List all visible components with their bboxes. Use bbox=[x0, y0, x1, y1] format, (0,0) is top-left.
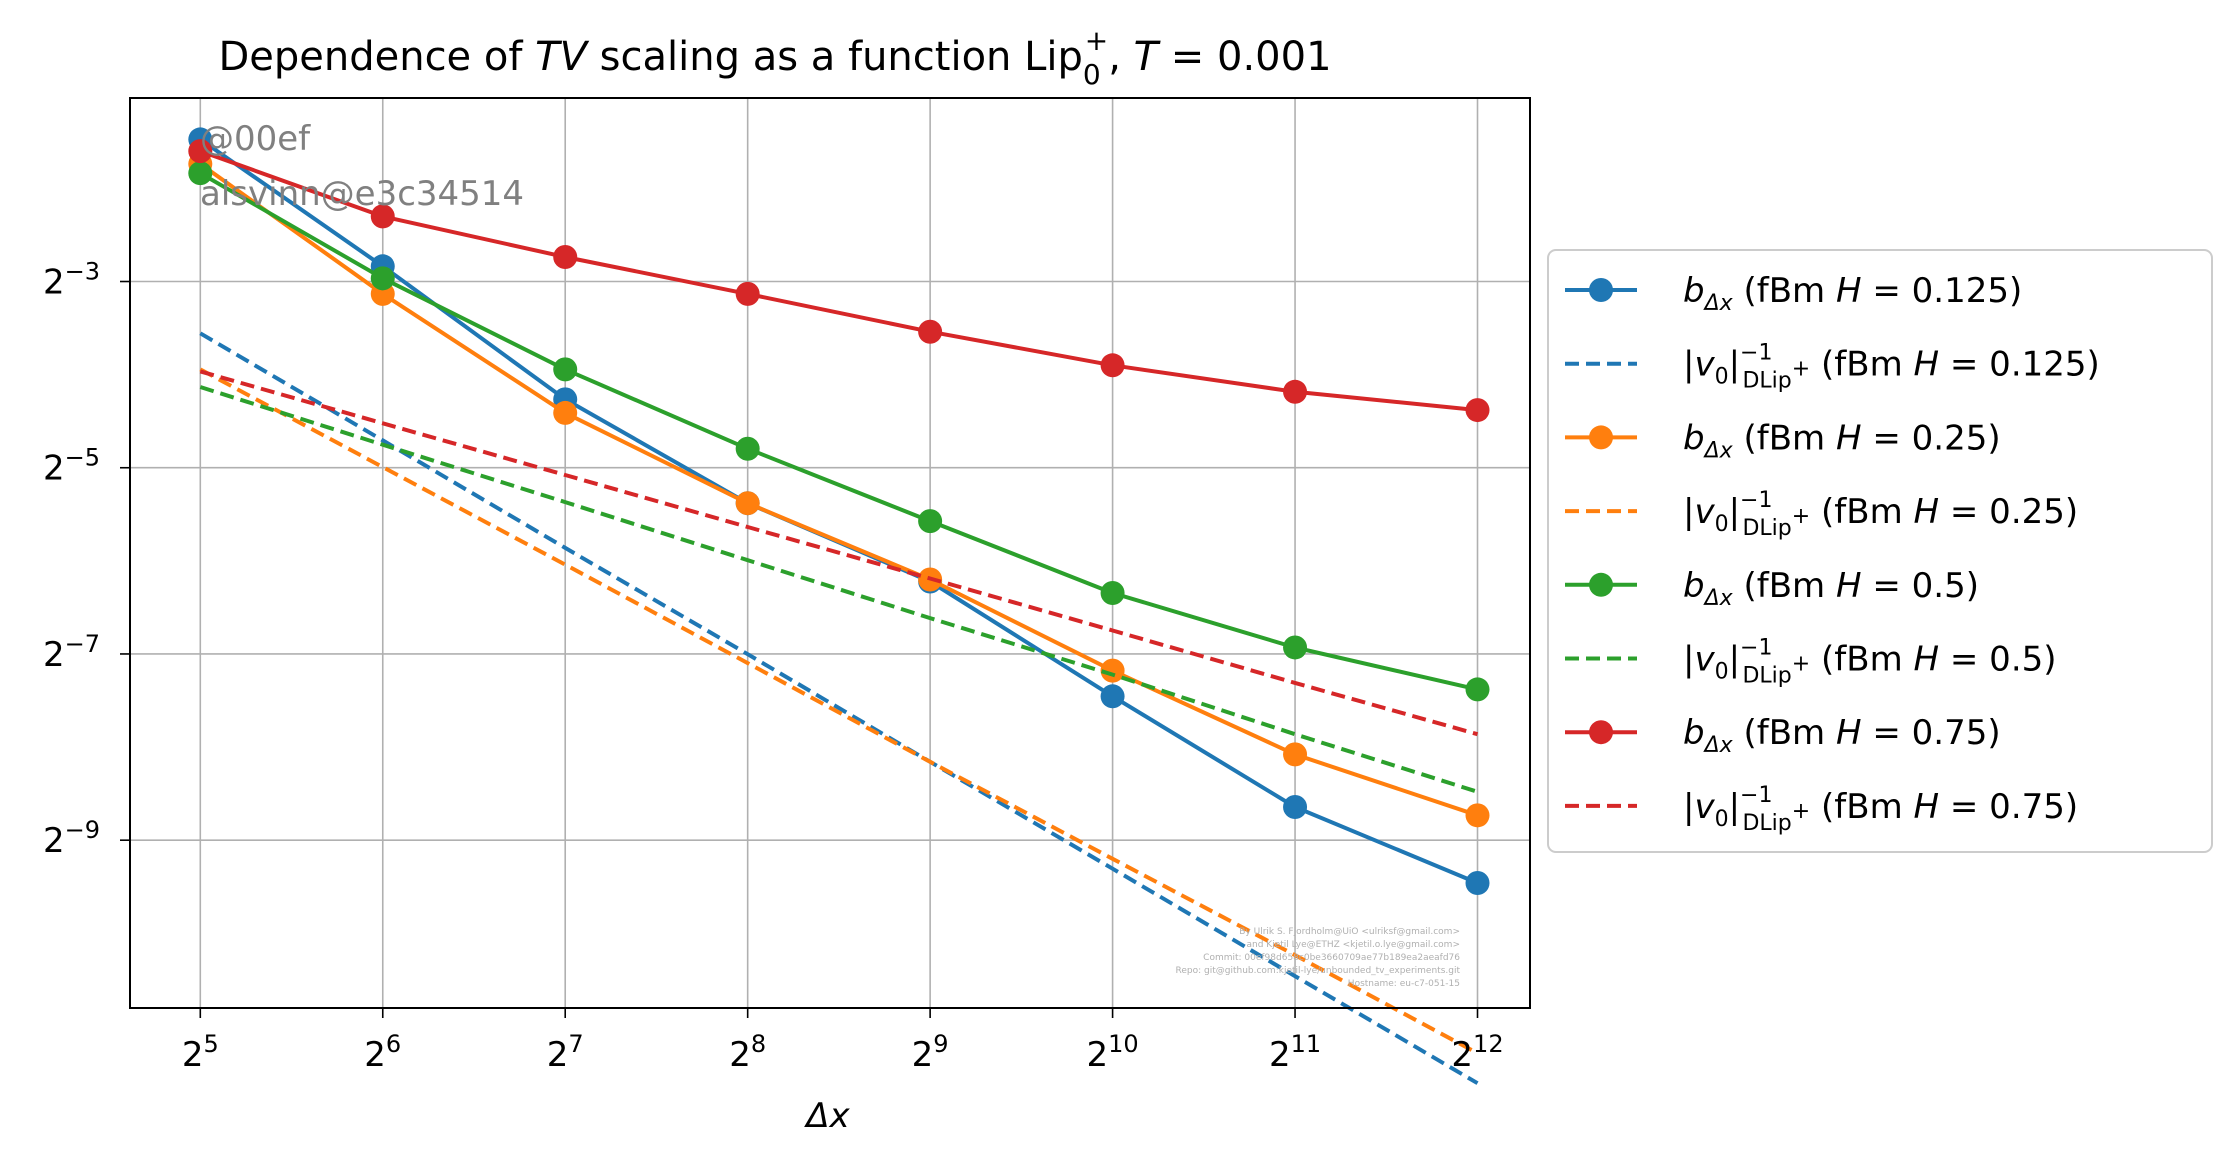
data-point bbox=[553, 357, 578, 382]
x-tick-label: 26 bbox=[364, 1030, 401, 1075]
legend: bΔx (fBm H = 0.125) |v0|−1 DLip+ (fBm H = … bbox=[1547, 249, 2213, 853]
x-tick-label: 29 bbox=[912, 1030, 949, 1075]
x-tick-label: 212 bbox=[1451, 1030, 1503, 1075]
data-point bbox=[735, 491, 760, 516]
watermark-alsvinn: alsvinn@e3c34514 bbox=[200, 174, 524, 214]
data-point bbox=[1283, 379, 1308, 404]
data-point bbox=[188, 161, 213, 186]
data-point bbox=[1465, 871, 1490, 896]
legend-marker bbox=[1589, 572, 1613, 597]
data-point bbox=[553, 245, 578, 270]
data-point bbox=[918, 509, 943, 534]
series-line bbox=[199, 367, 1479, 1055]
data-point bbox=[1465, 398, 1490, 423]
x-tick-label: 210 bbox=[1086, 1030, 1138, 1075]
axes: 25 26 27 28 29 210 211 212 2−3 2−5 2−7 2−9 bbox=[43, 258, 1504, 1075]
legend-label: |v0|−1 DLip+ (fBm H = 0.25) bbox=[1683, 488, 2078, 541]
series-line bbox=[199, 162, 1479, 818]
legend-label: bΔx (fBm H = 0.125) bbox=[1683, 271, 2022, 316]
series-line bbox=[199, 137, 1479, 885]
y-tick-label: 2−3 bbox=[43, 258, 100, 303]
data-point bbox=[553, 400, 578, 425]
x-tick-label: 28 bbox=[729, 1030, 766, 1075]
legend-label: bΔx (fBm H = 0.75) bbox=[1683, 713, 2001, 758]
data-point bbox=[1465, 803, 1490, 828]
legend-label: |v0|−1 DLip+ (fBm H = 0.5) bbox=[1683, 636, 2057, 689]
data-point bbox=[1100, 658, 1125, 683]
series-line bbox=[199, 385, 1479, 794]
data-point bbox=[735, 281, 760, 306]
plot-frame bbox=[129, 97, 1531, 1009]
credit-line: and Kjetil Lye@ETHZ <kjetil.o.lye@gmail.… bbox=[1246, 940, 1460, 950]
legend-label: bΔx (fBm H = 0.5) bbox=[1683, 566, 1979, 611]
data-point bbox=[1100, 353, 1125, 378]
data-point bbox=[918, 319, 943, 344]
credit-line: Commit: 00ef98d658c0be3660709ae77b189ea2… bbox=[1203, 953, 1460, 963]
y-tick-label: 2−9 bbox=[43, 816, 100, 861]
data-point bbox=[370, 204, 395, 229]
legend-frame bbox=[1547, 249, 2213, 853]
legend-label: bΔx (fBm H = 0.25) bbox=[1683, 418, 2001, 463]
legend-label: |v0|−1 DLip+ (fBm H = 0.75) bbox=[1683, 783, 2078, 836]
series-line bbox=[199, 149, 1478, 413]
data-point bbox=[1100, 684, 1125, 709]
data-point bbox=[735, 436, 760, 461]
data-point bbox=[1283, 795, 1308, 820]
credit-line: Repo: git@github.com:kjetil-lye/unbounde… bbox=[1176, 966, 1461, 976]
x-axis-label: Δx bbox=[803, 1096, 850, 1136]
watermark-commit: @00ef bbox=[200, 119, 311, 159]
credit-line: By Ulrik S. Fjordholm@UiO <ulriksf@gmail… bbox=[1239, 927, 1460, 937]
x-tick-label: 25 bbox=[182, 1030, 219, 1075]
series-layer bbox=[188, 127, 1490, 1085]
series-line bbox=[199, 331, 1479, 1085]
data-point bbox=[188, 139, 213, 164]
x-tick-label: 27 bbox=[547, 1030, 584, 1075]
data-point bbox=[1283, 635, 1308, 660]
credits: By Ulrik S. Fjordholm@UiO <ulriksf@gmail… bbox=[1176, 927, 1461, 989]
legend-label: |v0|−1 DLip+ (fBm H = 0.125) bbox=[1683, 341, 2100, 394]
y-tick-label: 2−5 bbox=[43, 444, 100, 489]
chart-title: Dependence of TV scaling as a function L… bbox=[218, 24, 1331, 91]
y-tick-label: 2−7 bbox=[43, 630, 100, 675]
legend-marker bbox=[1589, 278, 1613, 302]
series-line bbox=[199, 369, 1479, 737]
credit-line: Hostname: eu-c7-051-15 bbox=[1348, 979, 1460, 989]
series-line bbox=[199, 171, 1478, 692]
legend-marker bbox=[1589, 720, 1613, 745]
data-point bbox=[370, 266, 395, 291]
data-point bbox=[1283, 742, 1308, 767]
data-point bbox=[1100, 580, 1125, 605]
x-tick-label: 211 bbox=[1269, 1030, 1321, 1075]
data-point bbox=[1465, 677, 1490, 702]
legend-marker bbox=[1589, 425, 1613, 450]
